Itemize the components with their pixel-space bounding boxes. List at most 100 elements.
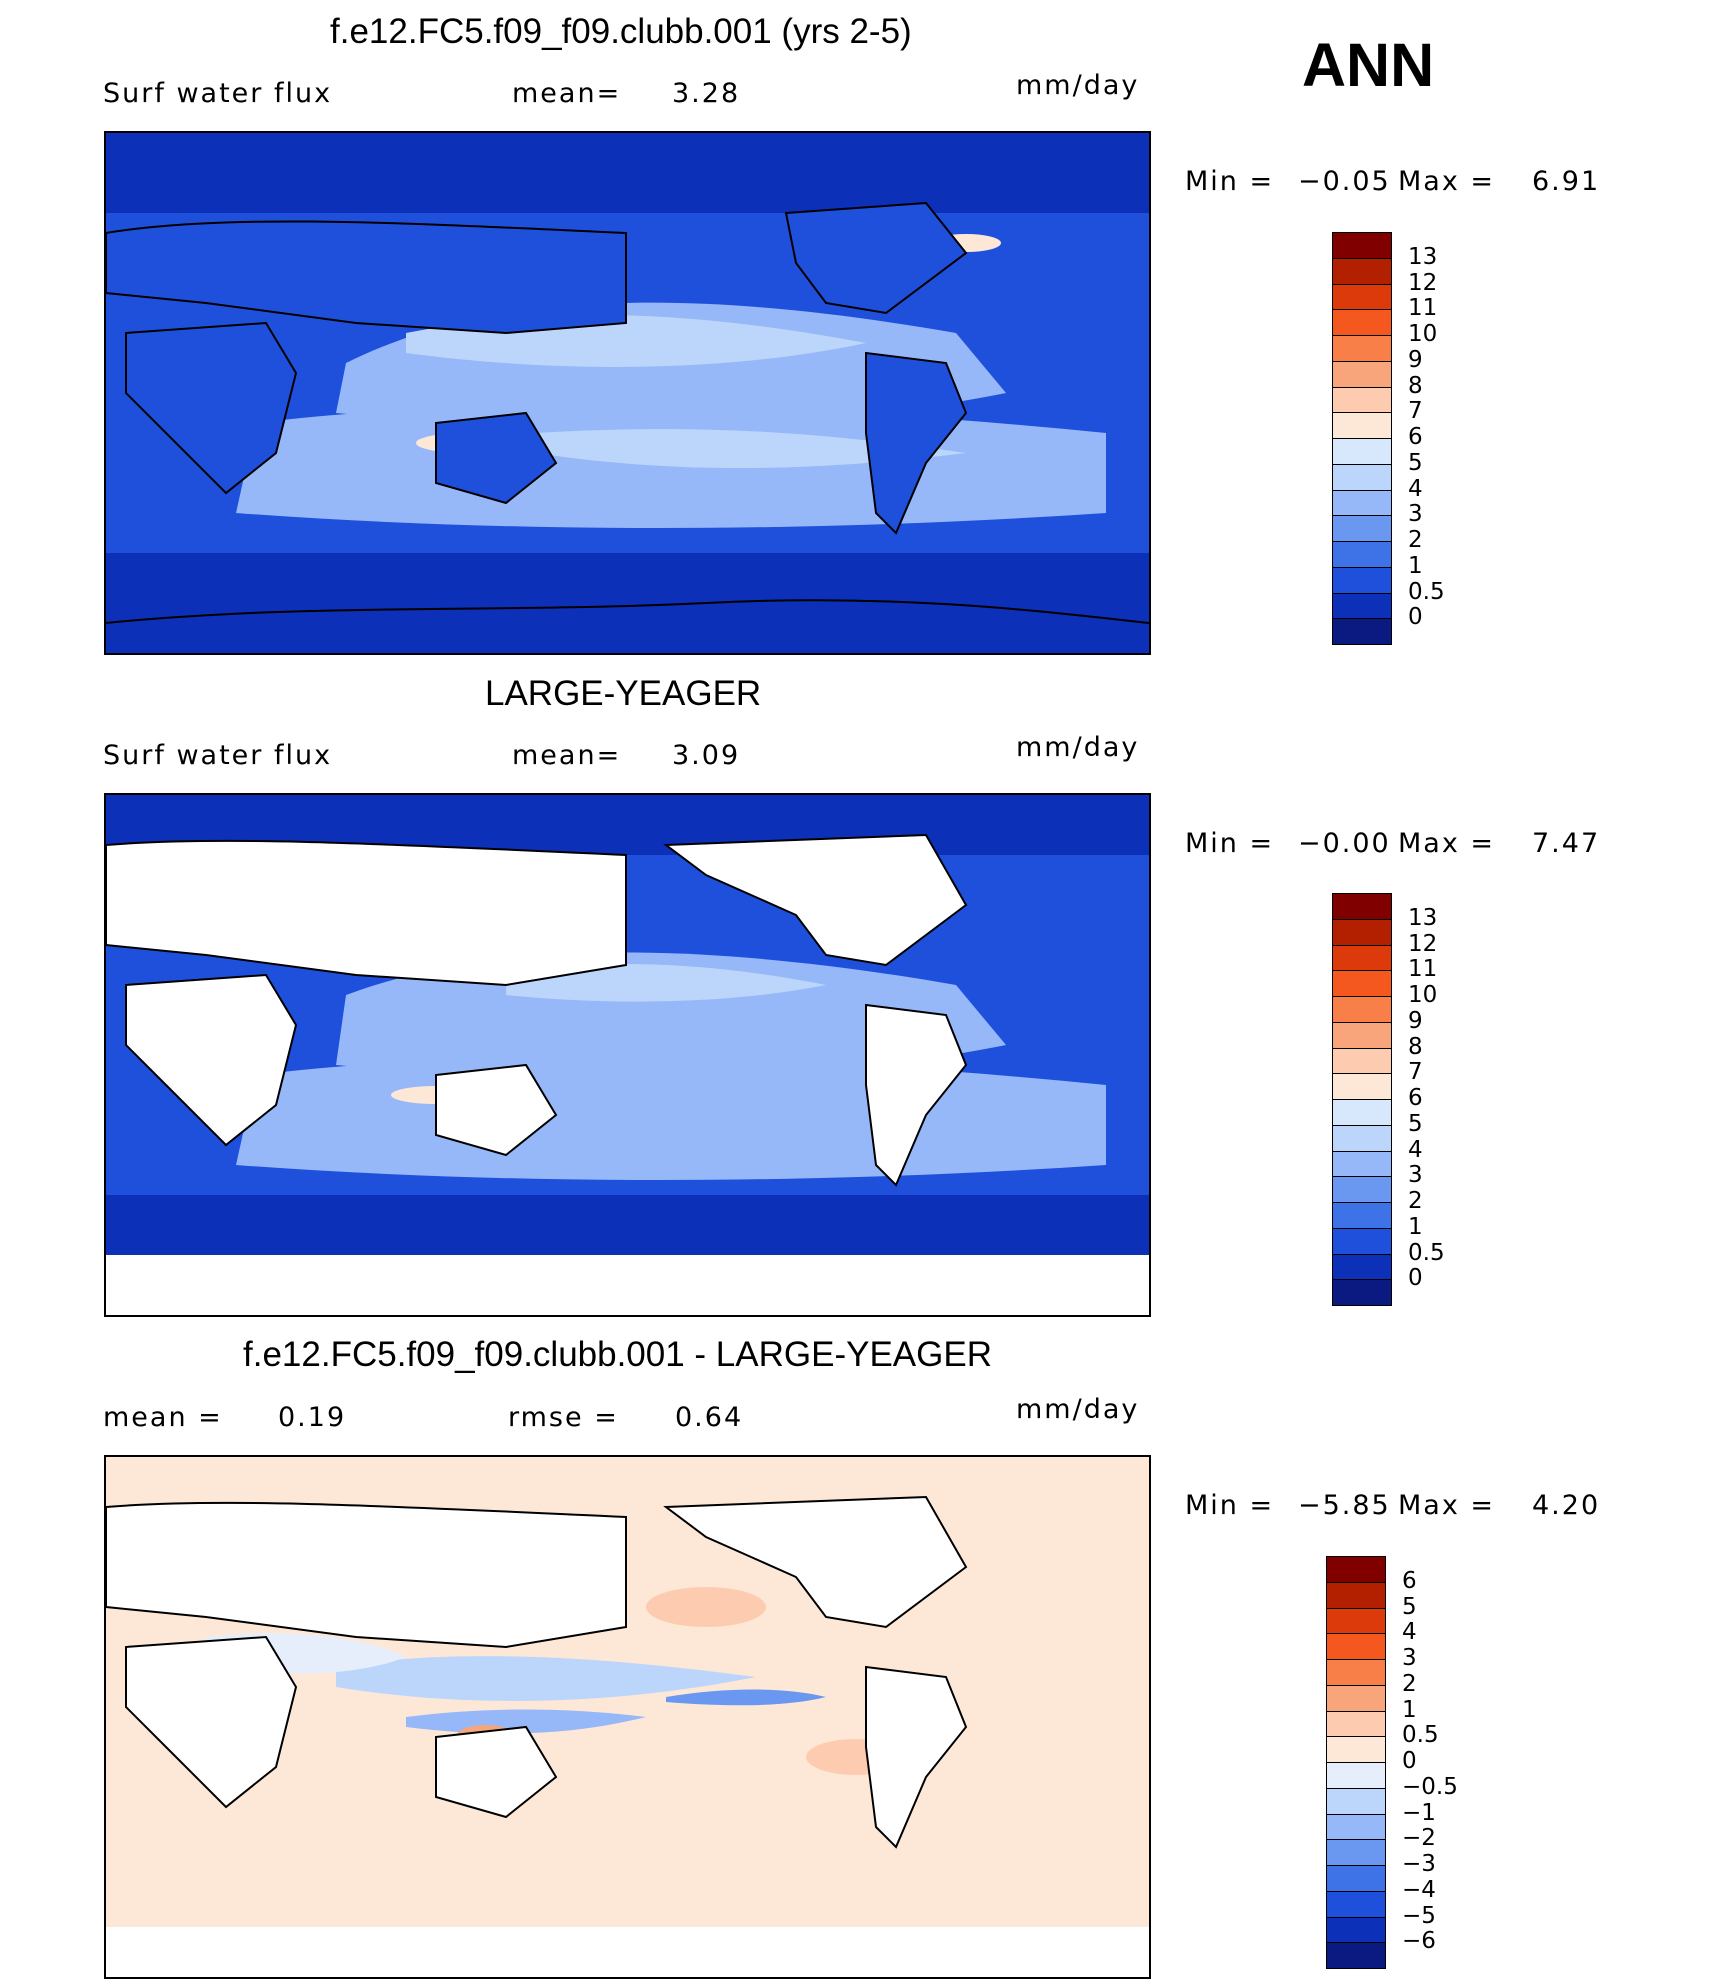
colorbar-tick-label: −0.5 — [1402, 1773, 1458, 1800]
panel-2-min-value: −0.00 — [1298, 828, 1391, 859]
colorbar-swatch — [1326, 1556, 1386, 1583]
australia-outline — [435, 411, 558, 505]
strong-negative-bias-itcz — [666, 1689, 826, 1706]
antarctica-land — [106, 1927, 1149, 1977]
panel-1-map — [104, 131, 1151, 655]
panel-3-units: mm/day — [1016, 1394, 1140, 1425]
north-america-land — [663, 833, 968, 967]
colorbar-swatch — [1326, 1581, 1386, 1609]
panel-3-mean-value: 0.19 — [278, 1402, 347, 1433]
season-label: ANN — [1302, 31, 1435, 99]
colorbar-tick-label: 12 — [1408, 930, 1438, 957]
colorbar-swatch — [1326, 1607, 1386, 1635]
colorbar-tick-label: 12 — [1408, 269, 1438, 296]
colorbar-tick-label: 3 — [1408, 1162, 1423, 1189]
colorbar-tick-label: 5 — [1402, 1593, 1417, 1620]
panel-2-min-label: Min = — [1185, 828, 1275, 859]
panel-2-variable-label: Surf water flux — [103, 740, 333, 771]
africa-land — [125, 973, 298, 1147]
colorbar-swatch — [1332, 1047, 1392, 1075]
colorbar-tick-label: 3 — [1402, 1645, 1417, 1671]
colorbar-tick-label: 11 — [1408, 956, 1438, 983]
colorbar-swatch — [1326, 1865, 1386, 1892]
panel-1-title: f.e12.FC5.f09_f09.clubb.001 (yrs 2-5) — [330, 12, 912, 51]
colorbar-tick-label: 10 — [1408, 982, 1438, 1008]
panel-1-mean-label: mean= — [512, 78, 622, 109]
southern-ocean-band — [106, 1195, 1149, 1255]
colorbar-tick-label: 4 — [1402, 1619, 1417, 1646]
negative-bias-west-pacific — [406, 1709, 646, 1734]
colorbar-tick-label: 7 — [1408, 398, 1423, 425]
colorbar-swatch — [1332, 996, 1392, 1023]
colorbar-swatch — [1332, 1073, 1392, 1100]
colorbar-tick-label: −5 — [1402, 1902, 1436, 1929]
colorbar-tick-label: 2 — [1402, 1670, 1417, 1697]
colorbar-tick-label: 5 — [1408, 1110, 1423, 1137]
panel-1-min-value: −0.05 — [1298, 166, 1391, 197]
panel-2-title: LARGE-YEAGER — [485, 674, 762, 713]
colorbar-swatch — [1326, 1787, 1386, 1815]
high-flux-south-pacific — [536, 429, 966, 468]
colorbar-swatch — [1332, 566, 1392, 594]
colorbar-tick-label: 1 — [1408, 552, 1423, 579]
colorbar-tick-label: 6 — [1408, 1085, 1423, 1111]
africa-land — [125, 1635, 298, 1809]
colorbar-tick-label: 0.5 — [1402, 1722, 1439, 1749]
panel-3-rmse-value: 0.64 — [675, 1402, 744, 1433]
colorbar-swatch — [1326, 1762, 1386, 1789]
colorbar-swatch — [1332, 438, 1392, 465]
antarctica-land — [106, 1255, 1149, 1315]
panel-2-max-label: Max = — [1398, 828, 1496, 859]
colorbar-tick-label: −4 — [1402, 1876, 1436, 1903]
colorbar-swatch — [1332, 309, 1392, 336]
south-america-land — [865, 1003, 968, 1187]
panel-2-mean-label: mean= — [512, 740, 622, 771]
panel-3-max-label: Max = — [1398, 1490, 1496, 1521]
colorbar-tick-label: 13 — [1408, 904, 1438, 931]
australia-land — [435, 1725, 558, 1819]
colorbar-swatch — [1326, 1710, 1386, 1738]
positive-bias-north-pacific — [646, 1587, 766, 1627]
colorbar-tick-label: 0.5 — [1408, 578, 1445, 605]
colorbar-tick-label: 2 — [1408, 527, 1423, 553]
panel-3-min-value: −5.85 — [1298, 1490, 1391, 1521]
negative-bias-equatorial-pacific — [336, 1656, 756, 1701]
antarctic-band — [106, 553, 1149, 653]
colorbar-swatch — [1332, 489, 1392, 517]
colorbar-swatch — [1332, 232, 1392, 259]
panel-1-variable-label: Surf water flux — [103, 78, 333, 109]
colorbar-swatch — [1332, 1253, 1392, 1281]
colorbar-swatch — [1332, 1124, 1392, 1152]
panel-2-colorbar: 13 12 11 10 9 8 7 6 5 4 3 2 1 0.5 0 — [1332, 893, 1445, 1306]
panel-3-min-label: Min = — [1185, 1490, 1275, 1521]
colorbar-tick-label: 7 — [1408, 1059, 1423, 1086]
colorbar-tick-label: −6 — [1402, 1928, 1436, 1955]
panel-1-colorbar: 13 12 11 10 9 8 7 6 5 4 3 2 1 0.5 0 — [1332, 232, 1445, 645]
colorbar-tick-label: −1 — [1402, 1799, 1436, 1826]
panel-2-map — [104, 793, 1151, 1317]
panel-3-map — [104, 1455, 1151, 1979]
colorbar-swatch — [1332, 618, 1392, 645]
panel-1-mean-value: 3.28 — [672, 78, 741, 109]
africa-outline — [125, 321, 298, 495]
eurasia-land — [106, 839, 627, 987]
colorbar-swatch — [1332, 1176, 1392, 1203]
eurasia-outline — [106, 220, 627, 335]
colorbar-swatch — [1326, 1736, 1386, 1763]
colorbar-tick-label: 0 — [1408, 1265, 1423, 1292]
colorbar-tick-label: −3 — [1402, 1851, 1436, 1877]
colorbar-swatch — [1332, 970, 1392, 997]
panel-1-min-label: Min = — [1185, 166, 1275, 197]
colorbar-tick-label: 8 — [1408, 1033, 1423, 1060]
panel-2-units: mm/day — [1016, 732, 1140, 763]
colorbar-tick-label: 6 — [1402, 1567, 1417, 1594]
colorbar-tick-label: 1 — [1402, 1696, 1417, 1723]
colorbar-swatch — [1332, 592, 1392, 620]
subtropical-band-south — [236, 1056, 1106, 1180]
colorbar-swatch — [1326, 1659, 1386, 1686]
colorbar-tick-label: 0 — [1402, 1748, 1417, 1774]
colorbar-tick-label: 9 — [1408, 346, 1423, 373]
panel-1-max-value: 6.91 — [1532, 166, 1601, 197]
colorbar-tick-label: 0 — [1408, 604, 1423, 631]
colorbar-swatch — [1332, 335, 1392, 362]
